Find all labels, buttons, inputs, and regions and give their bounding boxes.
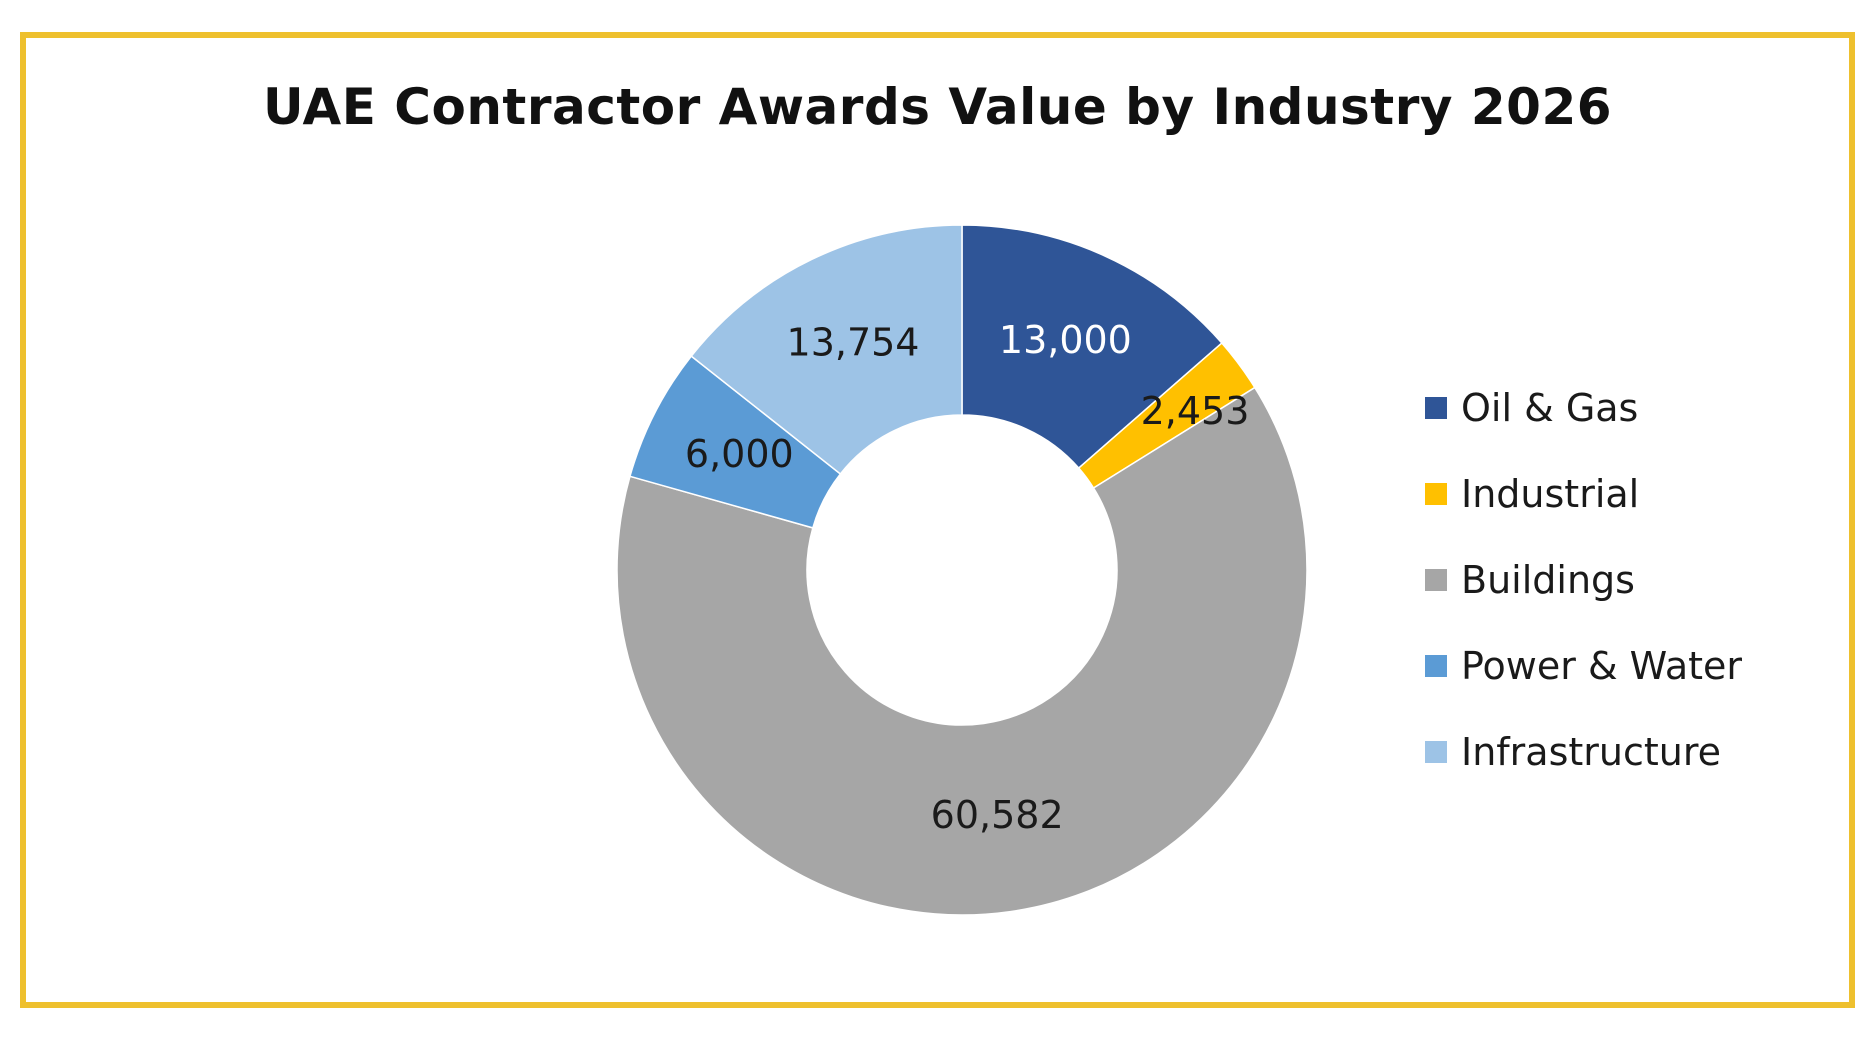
data-label-industrial: 2,453 — [1141, 389, 1250, 433]
legend-item-industrial: Industrial — [1425, 451, 1742, 537]
legend-item-infrastructure: Infrastructure — [1425, 709, 1742, 795]
slice-buildings — [616, 386, 1308, 916]
legend-label: Industrial — [1461, 472, 1640, 516]
legend-label: Infrastructure — [1461, 730, 1722, 774]
legend-label: Power & Water — [1461, 644, 1743, 688]
data-label-oil-and-gas: 13,000 — [999, 318, 1132, 362]
legend-swatch — [1425, 655, 1447, 677]
data-label-infrastructure: 13,754 — [787, 321, 920, 365]
legend-label: Buildings — [1461, 558, 1635, 602]
legend-label: Oil & Gas — [1461, 386, 1639, 430]
slice-oil-and-gas — [961, 224, 1223, 470]
legend-item-power-and-water: Power & Water — [1425, 623, 1742, 709]
data-label-buildings: 60,582 — [931, 793, 1064, 837]
legend-swatch — [1425, 569, 1447, 591]
legend-item-oil-and-gas: Oil & Gas — [1425, 365, 1742, 451]
legend-swatch — [1425, 483, 1447, 505]
slice-infrastructure — [690, 224, 963, 475]
legend-swatch — [1425, 397, 1447, 419]
legend-swatch — [1425, 741, 1447, 763]
data-label-power-and-water: 6,000 — [685, 432, 794, 476]
chart-legend: Oil & Gas Industrial Buildings Power & Wate… — [1425, 365, 1742, 795]
legend-item-buildings: Buildings — [1425, 537, 1742, 623]
chart-title: UAE Contractor Awards Value by Industry … — [262, 78, 1613, 136]
